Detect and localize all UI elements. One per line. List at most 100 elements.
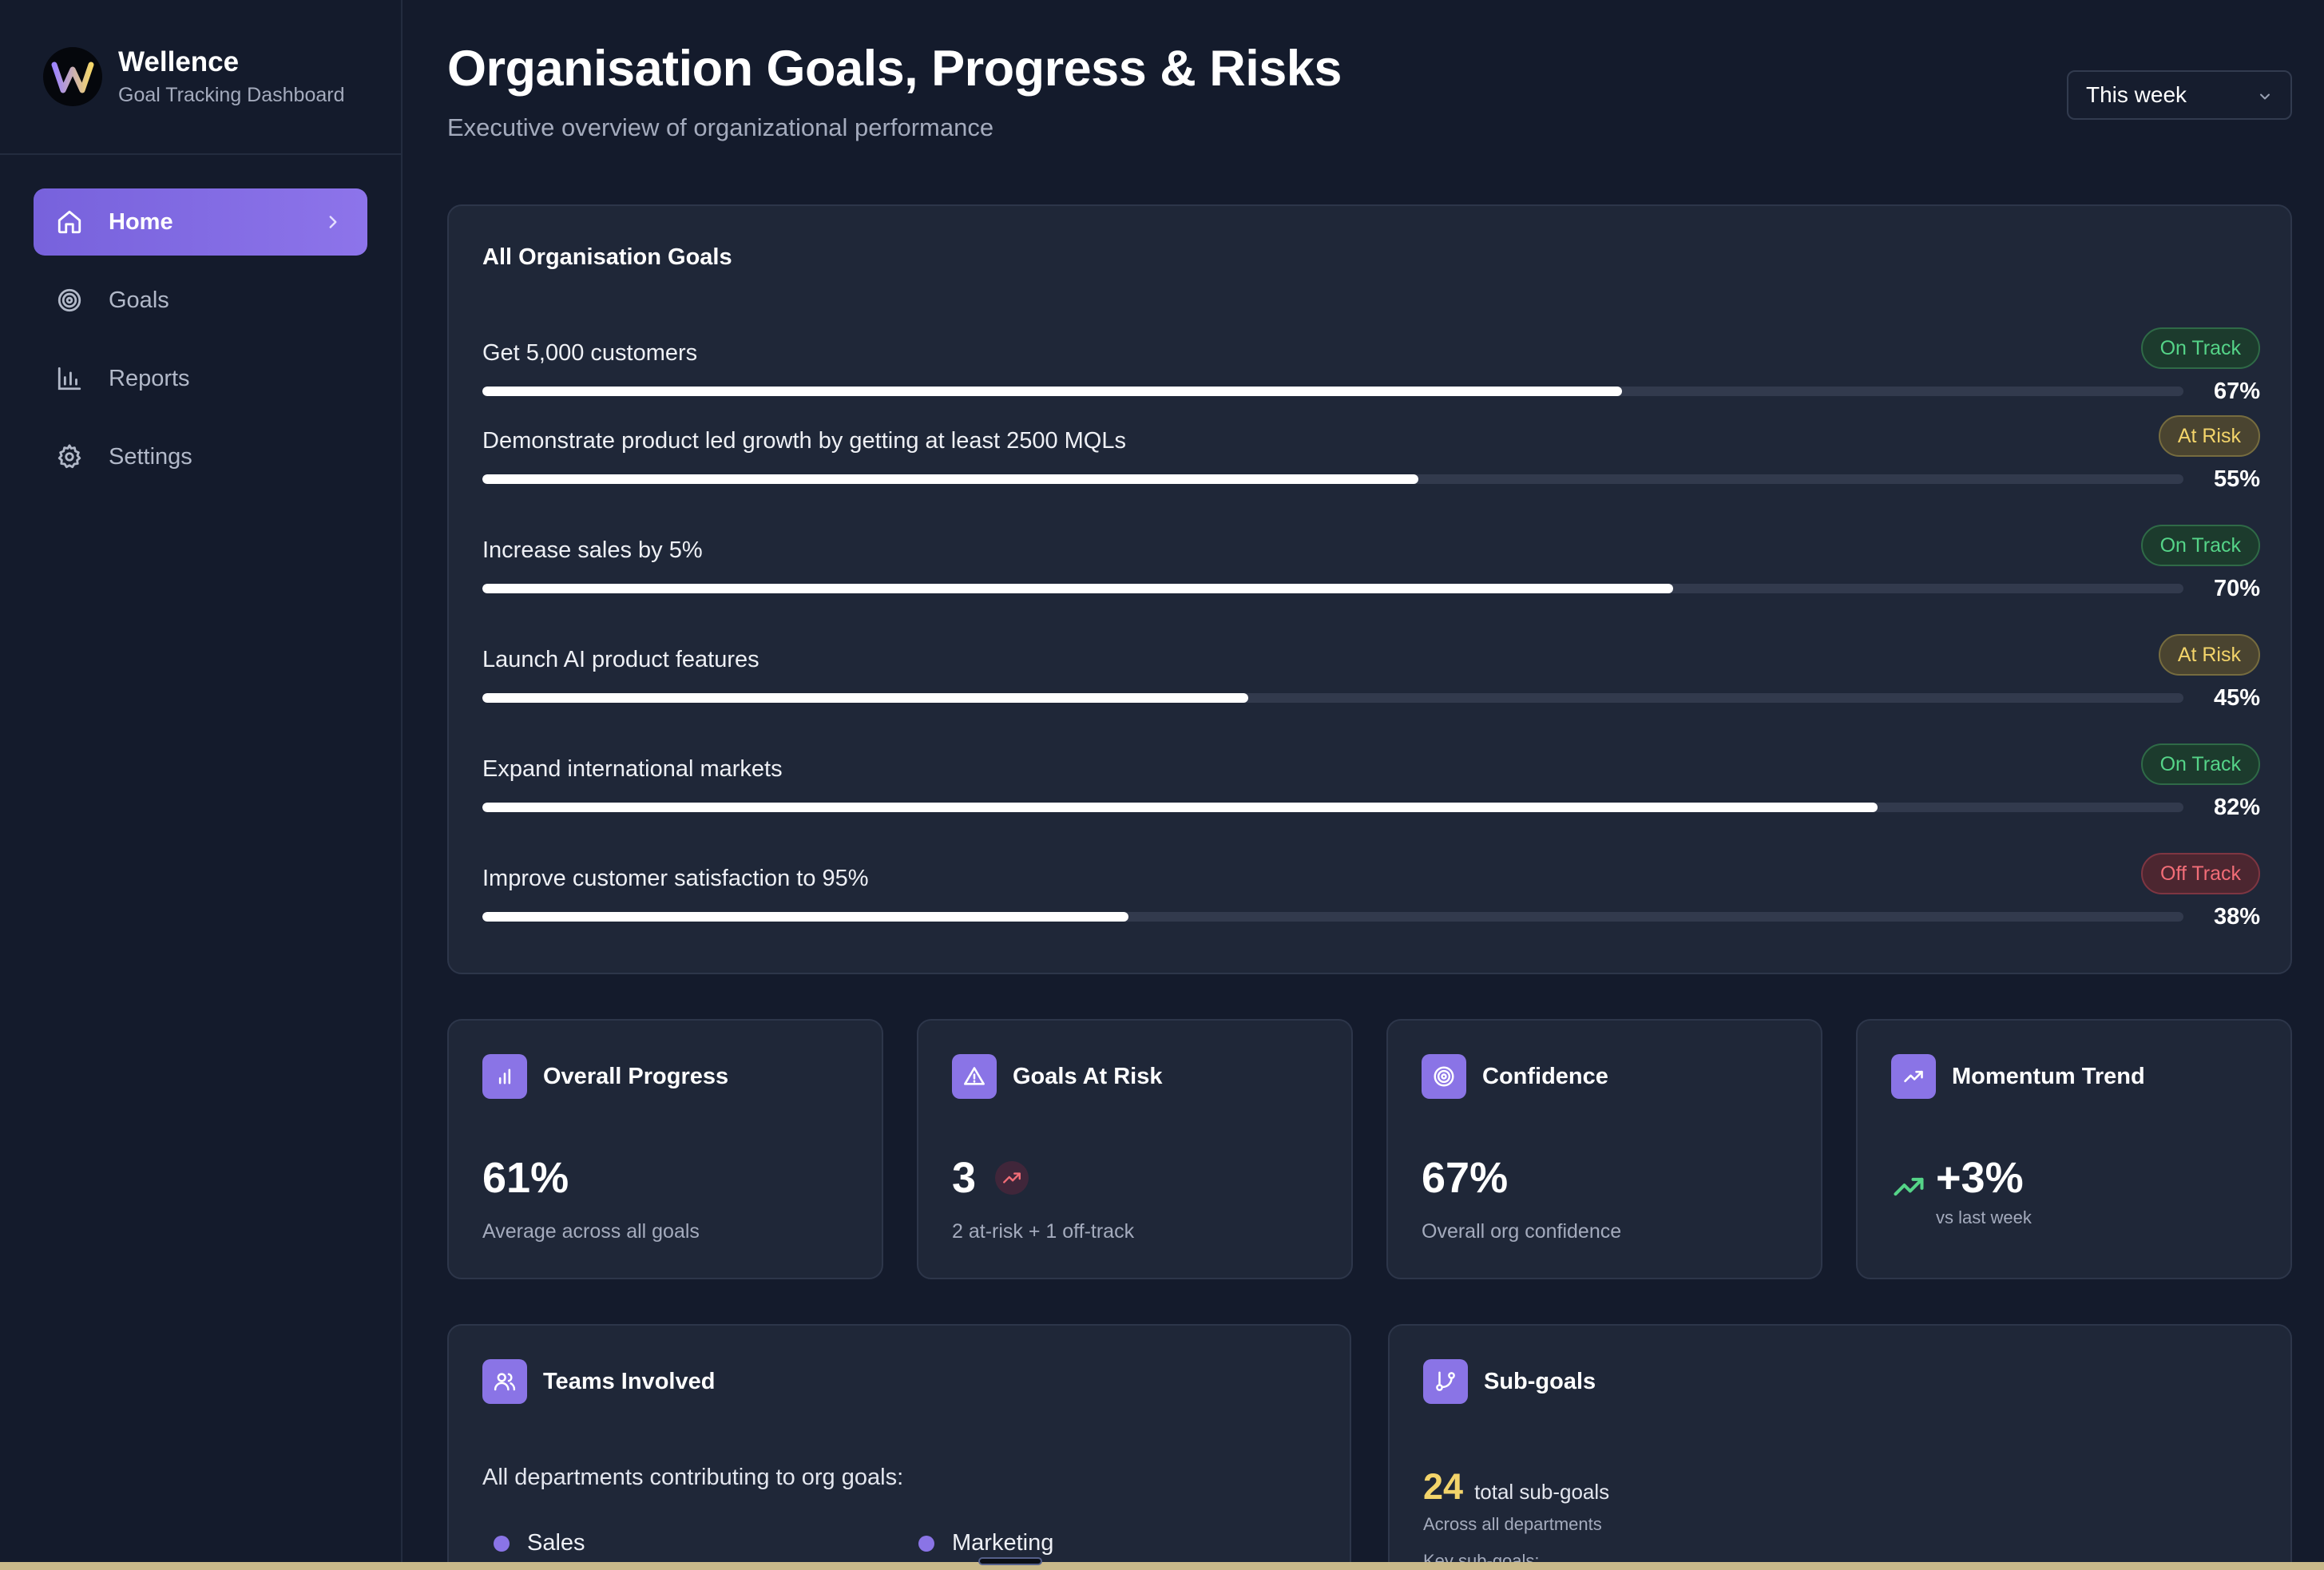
users-icon <box>482 1359 527 1404</box>
goal-row[interactable]: Demonstrate product led growth by gettin… <box>482 415 2260 514</box>
brand-text: Wellence Goal Tracking Dashboard <box>118 46 344 106</box>
card-header: Overall Progress <box>482 1054 728 1099</box>
goal-row[interactable]: Get 5,000 customers On Track 67% <box>482 327 2260 426</box>
card-title: Goals At Risk <box>1013 1063 1163 1089</box>
sidebar-item-label: Home <box>109 208 173 235</box>
goals-at-risk-card[interactable]: Goals At Risk 3 2 at-risk + 1 off-track <box>917 1019 1353 1279</box>
overall-progress-card[interactable]: Overall Progress 61% Average across all … <box>447 1019 883 1279</box>
teams-intro: All departments contributing to org goal… <box>482 1465 904 1490</box>
card-header: Sub-goals <box>1423 1359 1596 1404</box>
goal-percent: 82% <box>2213 795 2260 820</box>
chevron-right-icon <box>323 212 343 232</box>
sidebar-item-label: Goals <box>109 287 169 313</box>
status-badge: On Track <box>2140 327 2260 369</box>
goal-progress-track <box>482 584 2183 593</box>
department-item[interactable]: Marketing <box>918 1530 1053 1556</box>
goal-progress-track <box>482 474 2183 484</box>
goal-row[interactable]: Improve customer satisfaction to 95% Off… <box>482 853 2260 952</box>
main-content: Organisation Goals, Progress & Risks Exe… <box>403 0 2324 1570</box>
goal-name: Launch AI product features <box>482 647 759 672</box>
goal-progress-fill <box>482 387 1623 396</box>
goal-progress-fill <box>482 912 1129 922</box>
brand-name: Wellence <box>118 46 240 78</box>
goal-name: Improve customer satisfaction to 95% <box>482 866 869 891</box>
sidebar-item-goals[interactable]: Goals <box>34 267 367 334</box>
goal-progress-track <box>482 803 2183 812</box>
window-bottom-edge <box>0 1562 2324 1570</box>
sidebar-item-settings[interactable]: Settings <box>34 423 367 490</box>
goal-percent: 70% <box>2213 576 2260 601</box>
period-select-value: This week <box>2086 82 2187 107</box>
status-badge: Off Track <box>2141 853 2260 894</box>
sub-goals-count: 24 <box>1423 1466 1464 1507</box>
goal-progress-fill <box>482 803 1878 812</box>
sidebar-nav: Home Goals <box>0 155 401 490</box>
goal-row[interactable]: Expand international markets On Track 82… <box>482 743 2260 842</box>
sidebar-item-home[interactable]: Home <box>34 188 367 256</box>
target-icon <box>1422 1054 1466 1099</box>
department-dot <box>494 1535 510 1552</box>
trending-up-icon <box>1891 1054 1936 1099</box>
trending-up-icon <box>995 1161 1029 1195</box>
git-branch-icon <box>1423 1359 1468 1404</box>
metric-value: 67% <box>1422 1154 1509 1202</box>
goal-percent: 67% <box>2213 379 2260 404</box>
department-label: Sales <box>527 1530 585 1556</box>
trending-up-icon <box>1891 1169 1926 1204</box>
card-header: Momentum Trend <box>1891 1054 2145 1099</box>
goal-row[interactable]: Increase sales by 5% On Track 70% <box>482 525 2260 624</box>
metric-value: 61% <box>482 1154 569 1202</box>
metric-value: +3% <box>1936 1154 2024 1202</box>
scroll-handle[interactable] <box>978 1557 1042 1565</box>
goal-name: Expand international markets <box>482 756 783 782</box>
status-badge: On Track <box>2140 525 2260 566</box>
goal-row[interactable]: Launch AI product features At Risk 45% <box>482 634 2260 733</box>
logo-w-icon <box>51 61 94 93</box>
goal-name: Increase sales by 5% <box>482 537 703 563</box>
sub-goals-card: Sub-goals 24 total sub-goals Across all … <box>1388 1324 2292 1570</box>
chevron-down-icon <box>2257 89 2273 105</box>
goal-progress-track <box>482 912 2183 922</box>
goal-name: Demonstrate product led growth by gettin… <box>482 428 1126 454</box>
goal-percent: 38% <box>2213 904 2260 930</box>
gear-icon <box>56 443 83 470</box>
period-select[interactable]: This week <box>2067 70 2292 120</box>
sub-goals-total: 24 total sub-goals <box>1423 1466 1609 1508</box>
status-badge: At Risk <box>2158 634 2260 676</box>
goal-percent: 55% <box>2213 466 2260 492</box>
card-title: Confidence <box>1482 1063 1608 1089</box>
sidebar-item-label: Reports <box>109 365 190 391</box>
brand: Wellence Goal Tracking Dashboard <box>0 0 401 155</box>
department-dot <box>918 1535 934 1552</box>
metric-caption: vs last week <box>1936 1207 2032 1227</box>
page-subtitle: Executive overview of organizational per… <box>447 113 994 141</box>
department-label: Marketing <box>952 1530 1054 1556</box>
metric-caption: Overall org confidence <box>1422 1220 1622 1243</box>
momentum-trend-card[interactable]: Momentum Trend +3% vs last week <box>1856 1019 2292 1279</box>
sidebar: Wellence Goal Tracking Dashboard Home <box>0 0 403 1570</box>
department-item[interactable]: Sales <box>494 1530 585 1556</box>
card-header: Confidence <box>1422 1054 1608 1099</box>
card-title: Sub-goals <box>1484 1368 1596 1394</box>
org-goals-title: All Organisation Goals <box>482 244 732 270</box>
target-icon <box>56 287 83 314</box>
card-title: Teams Involved <box>543 1368 716 1394</box>
card-title: Overall Progress <box>543 1063 729 1089</box>
card-header: Goals At Risk <box>952 1054 1162 1099</box>
sub-goals-count-label: total sub-goals <box>1474 1480 1610 1504</box>
goal-progress-fill <box>482 584 1673 593</box>
org-goals-card: All Organisation Goals Get 5,000 custome… <box>447 204 2292 974</box>
home-icon <box>56 208 83 236</box>
goal-percent: 45% <box>2213 685 2260 711</box>
brand-logo[interactable] <box>43 47 102 106</box>
goal-name: Get 5,000 customers <box>482 340 698 366</box>
confidence-card[interactable]: Confidence 67% Overall org confidence <box>1386 1019 1822 1279</box>
sidebar-item-reports[interactable]: Reports <box>34 345 367 412</box>
goal-progress-track <box>482 693 2183 703</box>
bar-chart-icon <box>482 1054 527 1099</box>
status-badge: On Track <box>2140 743 2260 785</box>
metric-value: 3 <box>952 1154 977 1202</box>
card-header: Teams Involved <box>482 1359 715 1404</box>
sub-goals-caption: Across all departments <box>1423 1514 1602 1534</box>
